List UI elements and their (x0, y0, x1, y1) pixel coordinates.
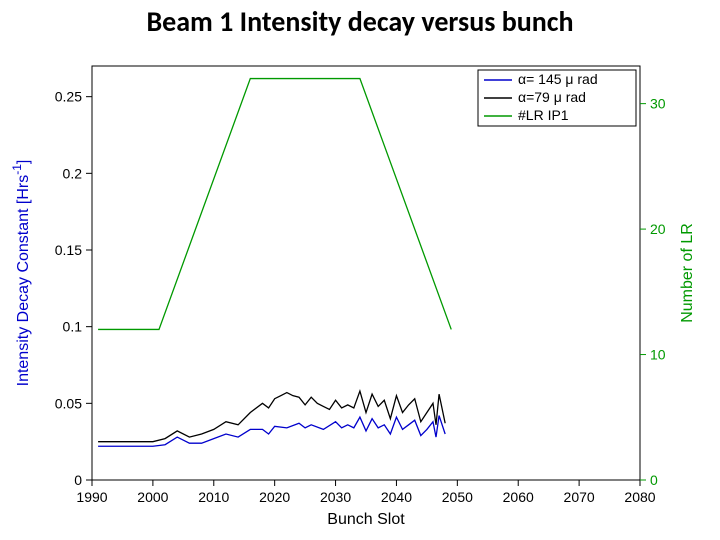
svg-text:2000: 2000 (137, 489, 168, 505)
svg-text:20: 20 (650, 221, 666, 237)
svg-text:2010: 2010 (198, 489, 229, 505)
legend-item: #LR IP1 (518, 107, 569, 123)
svg-text:2060: 2060 (503, 489, 534, 505)
series-alpha-79 (98, 391, 445, 442)
svg-text:0.15: 0.15 (55, 242, 82, 258)
svg-text:0.25: 0.25 (55, 89, 82, 105)
svg-text:0.2: 0.2 (63, 165, 83, 181)
svg-text:10: 10 (650, 347, 666, 363)
svg-text:0.1: 0.1 (63, 319, 83, 335)
svg-text:2040: 2040 (381, 489, 412, 505)
svg-text:Number of LR: Number of LR (679, 223, 696, 323)
svg-text:2070: 2070 (564, 489, 595, 505)
svg-text:Bunch Slot: Bunch Slot (327, 511, 405, 528)
svg-text:0: 0 (74, 472, 82, 488)
series-lr-ip1 (98, 79, 451, 330)
svg-text:2080: 2080 (624, 489, 655, 505)
legend-item: α= 145 μ rad (518, 71, 598, 87)
svg-text:0: 0 (650, 472, 658, 488)
svg-text:2020: 2020 (259, 489, 290, 505)
chart-area: 1990200020102020203020402050206020702080… (0, 36, 720, 540)
legend-item: α=79 μ rad (518, 89, 586, 105)
svg-text:1990: 1990 (76, 489, 107, 505)
svg-text:2030: 2030 (320, 489, 351, 505)
svg-text:30: 30 (650, 96, 666, 112)
svg-text:Intensity Decay Constant [Hrs-: Intensity Decay Constant [Hrs-1] (10, 160, 32, 387)
svg-text:0.05: 0.05 (55, 395, 82, 411)
svg-text:2050: 2050 (442, 489, 473, 505)
chart-title: Beam 1 Intensity decay versus bunch (0, 4, 720, 39)
chart-svg: 1990200020102020203020402050206020702080… (0, 36, 720, 540)
